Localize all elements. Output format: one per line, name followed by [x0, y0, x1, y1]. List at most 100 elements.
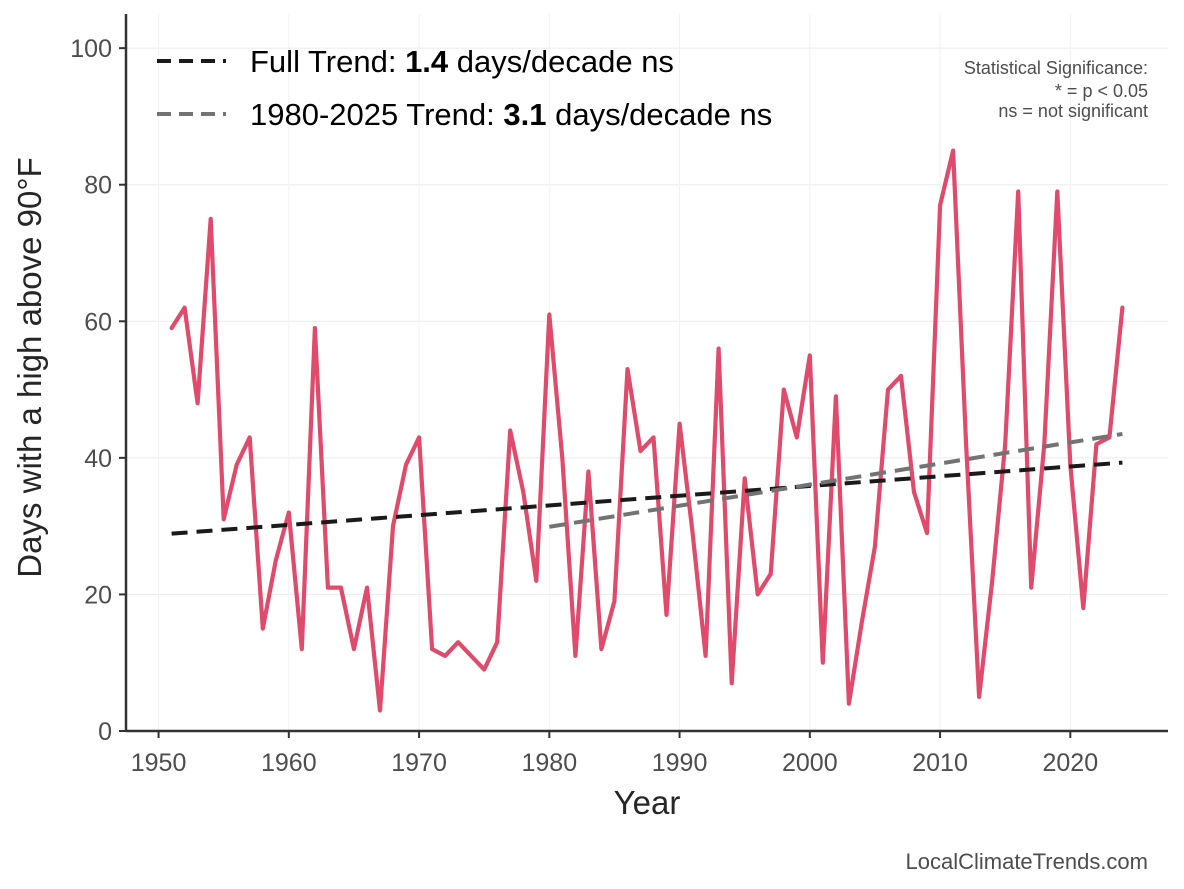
data-point-1998 [783, 389, 785, 391]
data-point-1969 [405, 464, 407, 466]
legend-label-recent-trend: 1980-2025 Trend: 3.1 days/decade ns [250, 97, 772, 132]
data-point-2010 [939, 204, 941, 206]
data-point-1997 [770, 573, 772, 575]
data-point-1981 [562, 457, 564, 459]
data-point-1994 [731, 682, 733, 684]
data-point-1995 [744, 478, 746, 480]
x-tick-label-1990: 1990 [652, 749, 708, 777]
data-point-1960 [288, 512, 290, 514]
data-point-1973 [457, 641, 459, 643]
ticks: 0 20 40 60 80 100 1950 1960 1970 1980 1990 2000 2010… [70, 35, 1098, 777]
data-point-1967 [379, 710, 381, 712]
x-tick-label-1980: 1980 [522, 749, 578, 777]
source-credit: LocalClimateTrends.com [906, 849, 1149, 874]
data-point-1965 [353, 648, 355, 650]
legend-recent-value: 3.1 [503, 97, 546, 132]
data-point-1991 [692, 532, 694, 534]
significance-note: Statistical Significance: * = p < 0.05 n… [964, 58, 1148, 121]
data-point-1996 [757, 594, 759, 596]
data-point-1954 [210, 218, 212, 220]
legend: Full Trend: 1.4 days/decade ns 1980-2025… [157, 44, 772, 132]
data-point-1985 [614, 600, 616, 602]
data-point-1964 [340, 587, 342, 589]
significance-p-value: * = p < 0.05 [1055, 81, 1148, 101]
x-tick-label-2020: 2020 [1043, 749, 1099, 777]
significance-title: Statistical Significance: [964, 58, 1148, 78]
data-point-1979 [535, 580, 537, 582]
data-point-2004 [861, 621, 863, 623]
data-point-1951 [171, 327, 173, 329]
data-point-2024 [1122, 307, 1124, 309]
y-tick-label-60: 60 [84, 308, 112, 336]
series-line-days-above-90-f [169, 148, 1125, 713]
data-point-2007 [900, 375, 902, 377]
y-tick-label-100: 100 [70, 35, 112, 63]
data-point-2022 [1096, 443, 1098, 445]
y-tick-label-40: 40 [84, 445, 112, 473]
legend-recent-suffix: days/decade ns [546, 97, 772, 132]
data-point-1953 [197, 402, 199, 404]
data-point-1962 [314, 327, 316, 329]
series-layer [169, 148, 1125, 713]
x-tick-label-2010: 2010 [912, 749, 968, 777]
data-point-1977 [509, 430, 511, 432]
data-point-1983 [588, 471, 590, 473]
data-point-1957 [249, 437, 251, 439]
y-axis-title: Days with a high above 90°F [11, 157, 48, 577]
data-point-1952 [184, 307, 186, 309]
data-point-1986 [627, 368, 629, 370]
data-point-1993 [718, 348, 720, 350]
data-point-2017 [1030, 587, 1032, 589]
data-point-1975 [483, 669, 485, 671]
data-point-2000 [809, 355, 811, 357]
data-point-1984 [601, 648, 603, 650]
data-point-1971 [431, 648, 433, 650]
x-tick-label-1960: 1960 [261, 749, 317, 777]
data-point-2008 [913, 491, 915, 493]
data-point-2021 [1083, 607, 1085, 609]
data-point-2015 [1004, 443, 1006, 445]
data-point-1968 [392, 525, 394, 527]
legend-full-value: 1.4 [405, 44, 449, 79]
data-point-2009 [926, 532, 928, 534]
trend-layer [171, 431, 1123, 536]
x-axis-title: Year [614, 784, 681, 821]
data-point-2019 [1056, 191, 1058, 193]
x-tick-label-1950: 1950 [131, 749, 187, 777]
x-tick-label-1970: 1970 [391, 749, 447, 777]
data-point-1956 [236, 464, 238, 466]
data-point-1989 [666, 614, 668, 616]
data-point-1955 [223, 519, 225, 521]
data-point-1961 [301, 648, 303, 650]
y-tick-label-20: 20 [84, 581, 112, 609]
data-point-2006 [887, 389, 889, 391]
data-point-1988 [653, 437, 655, 439]
data-point-1987 [640, 450, 642, 452]
data-point-2003 [848, 703, 850, 705]
data-point-2014 [991, 580, 993, 582]
legend-full-suffix: days/decade ns [448, 44, 674, 79]
legend-label-full-trend: Full Trend: 1.4 days/decade ns [250, 44, 674, 79]
legend-full-prefix: Full Trend: [250, 44, 405, 79]
data-point-1978 [522, 491, 524, 493]
data-point-1992 [705, 655, 707, 657]
significance-ns: ns = not significant [998, 101, 1148, 121]
data-point-2005 [874, 546, 876, 548]
data-point-1972 [444, 655, 446, 657]
legend-recent-prefix: 1980-2025 Trend: [250, 97, 503, 132]
data-point-1999 [796, 437, 798, 439]
data-point-1959 [275, 559, 277, 561]
trend-line-1980-2025-trend [548, 431, 1123, 529]
data-point-2023 [1109, 437, 1111, 439]
data-point-2016 [1017, 191, 1019, 193]
trend-line-full-trend [171, 460, 1123, 536]
data-point-2012 [965, 443, 967, 445]
data-point-1976 [496, 641, 498, 643]
axes [124, 14, 1168, 733]
y-tick-label-0: 0 [98, 718, 112, 746]
data-point-1966 [366, 587, 368, 589]
data-point-1970 [418, 437, 420, 439]
data-point-2002 [835, 396, 837, 398]
data-point-1990 [679, 423, 681, 425]
